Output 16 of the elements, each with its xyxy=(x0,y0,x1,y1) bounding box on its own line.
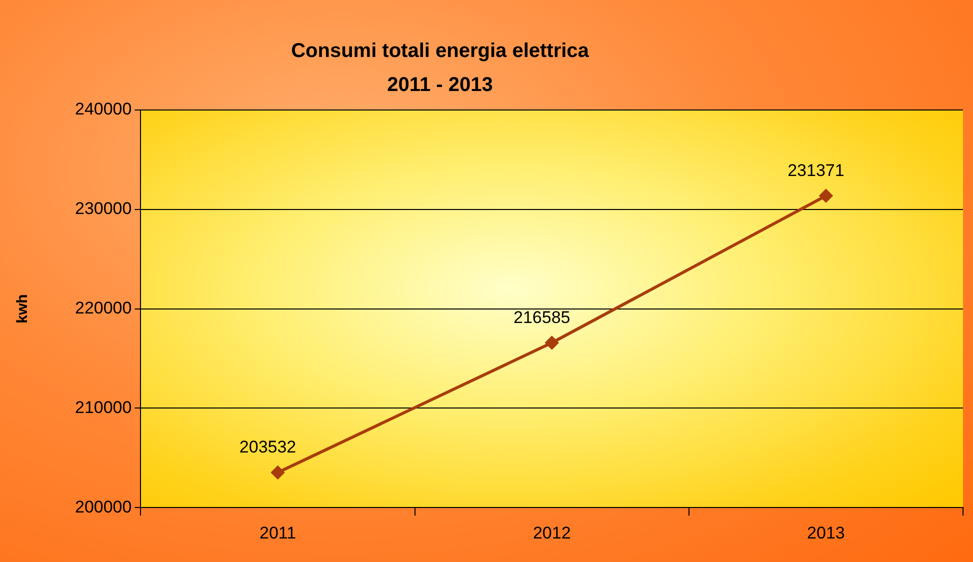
point xyxy=(545,336,558,350)
x-tick-label: 2012 xyxy=(532,523,571,542)
data-label: 203532 xyxy=(239,438,296,457)
y-tick-label: 210000 xyxy=(74,398,132,417)
point xyxy=(271,466,284,479)
chart-title: Consumi totali energia elettrica 2011 - 2013 xyxy=(290,39,590,98)
y-tick-label: 230000 xyxy=(74,199,132,218)
data-label: 231371 xyxy=(788,160,844,180)
y-tick-label: 240000 xyxy=(74,100,132,119)
y-tick-label: 200000 xyxy=(74,497,132,516)
y-tick-label: 220000 xyxy=(74,298,132,318)
y-axis-title: kwh xyxy=(14,294,32,324)
x-tick-label: 2013 xyxy=(807,523,845,542)
point xyxy=(819,189,832,202)
data-label: 216585 xyxy=(513,308,570,327)
x-tick-label: 2011 xyxy=(259,523,296,542)
